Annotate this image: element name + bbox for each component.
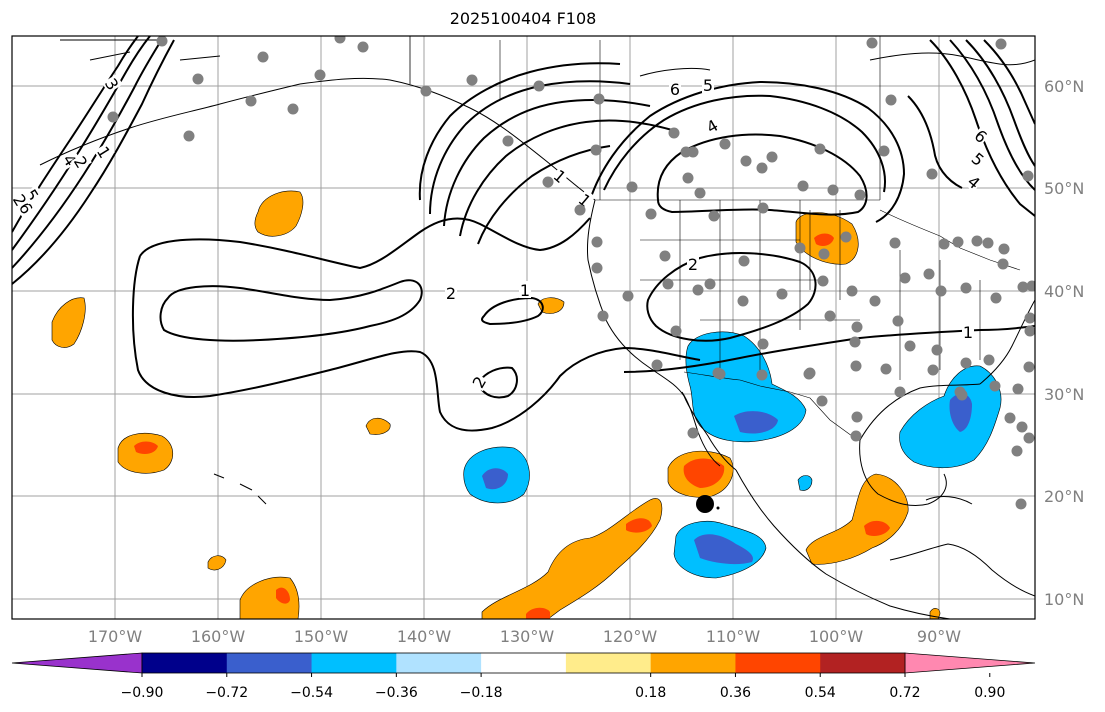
- longitude-tick-label: 160°W: [191, 627, 246, 646]
- colorbar-segment: [565, 653, 652, 673]
- longitude-tick-label: 150°W: [294, 627, 349, 646]
- colorbar-tick-label: −0.54: [290, 685, 333, 701]
- colorbar-segment: [311, 653, 397, 673]
- colorbar-segment: [226, 653, 313, 673]
- colorbar-extend-max: [904, 652, 1036, 674]
- political-borders: [499, 36, 1021, 437]
- contour-label: 2: [687, 255, 699, 274]
- colorbar-tick-label: 0.72: [889, 685, 920, 701]
- latitude-tick-label: 20°N: [1044, 487, 1084, 506]
- negative-anomaly-shading: [463, 331, 1002, 579]
- colorbar-tick-label: 0.18: [635, 685, 666, 701]
- storm-center-dot: [716, 506, 720, 510]
- colorbar-segment: [142, 653, 228, 673]
- colorbar-segment: [481, 653, 567, 673]
- svg-text:2: 2: [446, 284, 456, 303]
- latitude-tick-label: 10°N: [1044, 590, 1084, 609]
- contour-label: 1: [519, 281, 531, 300]
- longitude-tick-label: 170°W: [88, 627, 143, 646]
- longitude-tick-label: 110°W: [706, 627, 761, 646]
- graticule: [12, 36, 1035, 619]
- svg-text:2: 2: [688, 255, 698, 274]
- svg-text:1: 1: [963, 323, 973, 342]
- longitude-tick-label: 120°W: [603, 627, 658, 646]
- latitude-tick-label: 60°N: [1044, 77, 1084, 96]
- colorbar-tick-label: 0.54: [805, 685, 836, 701]
- longitude-tick-label: 130°W: [500, 627, 555, 646]
- positive-anomaly-shading: [51, 190, 941, 619]
- colorbar-tick-label: −0.72: [205, 685, 248, 701]
- svg-text:6: 6: [670, 80, 680, 99]
- contour-label: 2: [445, 284, 457, 303]
- longitude-tick-label: 90°W: [917, 627, 961, 646]
- colorbar-segment: [820, 653, 906, 673]
- colorbar: [11, 652, 1036, 674]
- map-title: 2025100404 F108: [449, 9, 597, 28]
- latitude-tick-label: 30°N: [1044, 385, 1084, 404]
- colorbar-tick-label: −0.18: [460, 685, 503, 701]
- latitude-tick-label: 40°N: [1044, 282, 1084, 301]
- contour-label: 6: [669, 80, 681, 99]
- map-frame: [11, 35, 1036, 620]
- colorbar-extend-min: [11, 652, 143, 674]
- colorbar-segment: [396, 653, 482, 673]
- colorbar-frame: [141, 652, 906, 674]
- colorbar-segment: [735, 653, 821, 673]
- svg-text:1: 1: [520, 281, 530, 300]
- colorbar-labels: −0.90 −0.72 −0.54 −0.36 −0.18 0.18 0.36 0.54 0.7…: [121, 673, 1005, 701]
- longitude-labels: 170°W 160°W 150°W 140°W 130°W 120°W 110°W 100°W…: [88, 627, 961, 646]
- station-markers: [107, 36, 1035, 510]
- storm-center-marker: [696, 495, 714, 513]
- longitude-tick-label: 140°W: [397, 627, 452, 646]
- longitude-tick-label: 100°W: [809, 627, 864, 646]
- colorbar-tick-label: −0.36: [375, 685, 418, 701]
- colorbar-tick-label: 0.36: [720, 685, 751, 701]
- latitude-tick-label: 50°N: [1044, 179, 1084, 198]
- latitude-labels: 60°N 50°N 40°N 30°N 20°N 10°N: [1044, 77, 1084, 609]
- colorbar-segment: [650, 653, 736, 673]
- contour-label: 5: [702, 76, 714, 95]
- svg-text:5: 5: [703, 76, 713, 95]
- colorbar-tick-label: 0.90: [974, 685, 1005, 701]
- contour-label: 1: [962, 323, 974, 342]
- colorbar-tick-label: −0.90: [121, 685, 164, 701]
- contour-lines: [12, 36, 1035, 432]
